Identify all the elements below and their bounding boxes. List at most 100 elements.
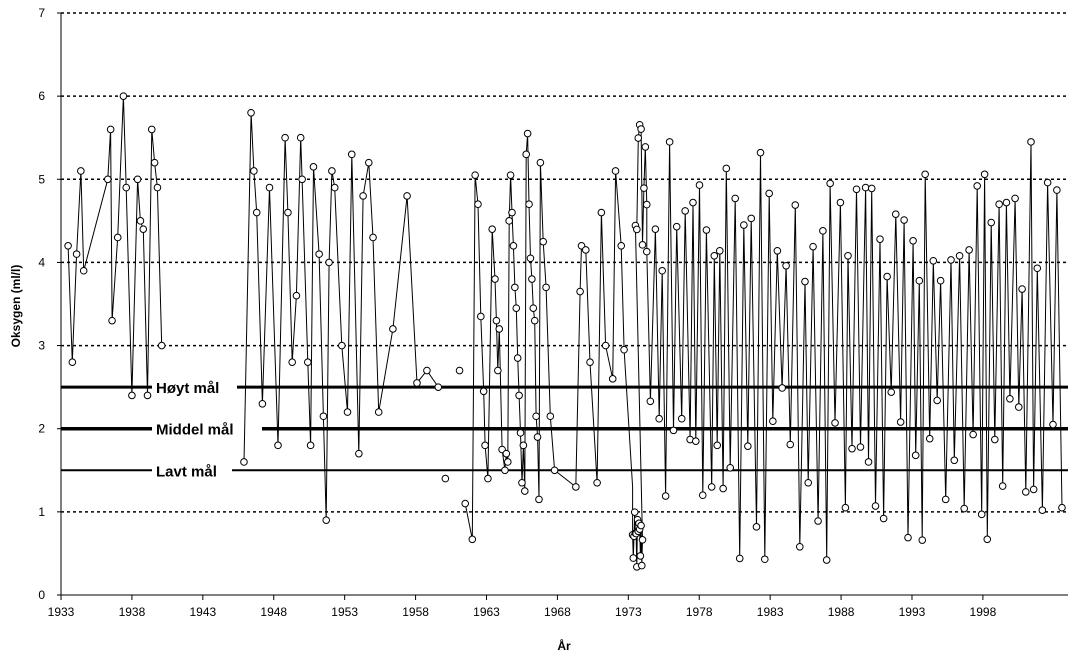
data-point: [862, 184, 869, 191]
data-point: [937, 277, 944, 284]
data-point: [779, 385, 786, 392]
data-point: [757, 149, 764, 156]
data-point: [956, 252, 963, 259]
data-point: [316, 251, 323, 258]
x-tick-label-1968: 1968: [544, 605, 571, 619]
data-point: [475, 201, 482, 208]
data-point: [696, 182, 703, 189]
data-point: [905, 534, 912, 541]
data-point: [666, 139, 673, 146]
data-point: [282, 134, 289, 141]
data-point: [837, 199, 844, 206]
data-point: [251, 168, 258, 175]
reference-label-2: Lavt mål: [156, 463, 217, 480]
data-point: [922, 171, 929, 178]
data-point: [942, 496, 949, 503]
data-point: [643, 201, 650, 208]
data-point: [573, 484, 580, 491]
y-tick-label-3: 3: [38, 339, 45, 353]
data-point: [489, 226, 496, 233]
data-point: [472, 172, 479, 179]
data-point: [639, 242, 646, 249]
data-point: [1039, 507, 1046, 514]
data-point: [1015, 404, 1022, 411]
data-point: [404, 193, 411, 200]
data-point: [1003, 199, 1010, 206]
x-tick-label-1983: 1983: [757, 605, 784, 619]
data-point: [462, 500, 469, 507]
data-point: [659, 267, 666, 274]
data-point: [930, 257, 937, 264]
x-tick-label-1998: 1998: [970, 605, 997, 619]
data-point: [849, 445, 856, 452]
data-point: [999, 483, 1006, 490]
data-point: [123, 184, 130, 191]
data-point: [512, 284, 519, 291]
x-tick-label-1958: 1958: [402, 605, 429, 619]
data-point: [514, 355, 521, 362]
data-point: [1012, 195, 1019, 202]
data-point: [289, 359, 296, 366]
data-point: [323, 517, 330, 524]
data-point: [509, 209, 516, 216]
data-point: [602, 342, 609, 349]
data-point: [129, 392, 136, 399]
data-point: [708, 484, 715, 491]
data-point: [618, 243, 625, 250]
series-line-segment-dense: [624, 125, 1062, 567]
data-point: [492, 276, 499, 283]
data-point: [587, 359, 594, 366]
data-point: [297, 134, 304, 141]
data-point: [456, 367, 463, 374]
data-point: [748, 215, 755, 222]
data-point: [513, 305, 520, 312]
series-markers: [65, 93, 1065, 570]
x-tick-label-1988: 1988: [828, 605, 855, 619]
data-point: [78, 168, 85, 175]
data-point: [504, 459, 511, 466]
data-point: [783, 262, 790, 269]
data-point: [662, 493, 669, 500]
x-tick-label-1933: 1933: [48, 605, 75, 619]
data-point: [678, 415, 685, 422]
x-tick-label-1943: 1943: [189, 605, 216, 619]
data-point: [241, 459, 248, 466]
data-point: [1059, 504, 1066, 511]
data-point: [901, 217, 908, 224]
data-point: [414, 380, 421, 387]
y-tick-label-7: 7: [38, 6, 45, 20]
data-point: [1007, 395, 1014, 402]
data-point: [802, 278, 809, 285]
data-point: [134, 176, 141, 183]
data-point: [984, 536, 991, 543]
data-point: [810, 243, 817, 250]
data-point: [770, 418, 777, 425]
data-point: [916, 277, 923, 284]
data-point: [970, 431, 977, 438]
data-point: [502, 467, 509, 474]
y-tick-label-1: 1: [38, 505, 45, 519]
data-point: [594, 479, 601, 486]
data-point: [639, 537, 646, 544]
data-point: [519, 479, 526, 486]
data-point: [533, 413, 540, 420]
y-tick-label-4: 4: [38, 255, 45, 269]
data-point: [656, 415, 663, 422]
x-tick-label-1948: 1948: [260, 605, 287, 619]
data-point: [912, 452, 919, 459]
data-point: [716, 247, 723, 254]
data-point: [320, 413, 327, 420]
data-point: [888, 389, 895, 396]
data-point: [805, 479, 812, 486]
data-point: [981, 171, 988, 178]
data-point: [815, 518, 822, 525]
data-point: [934, 397, 941, 404]
data-point: [892, 211, 899, 218]
data-point: [527, 255, 534, 262]
data-point: [638, 522, 645, 529]
data-point: [360, 193, 367, 200]
data-point: [375, 409, 382, 416]
data-point: [637, 553, 644, 560]
data-point: [105, 176, 112, 183]
data-point: [714, 442, 721, 449]
